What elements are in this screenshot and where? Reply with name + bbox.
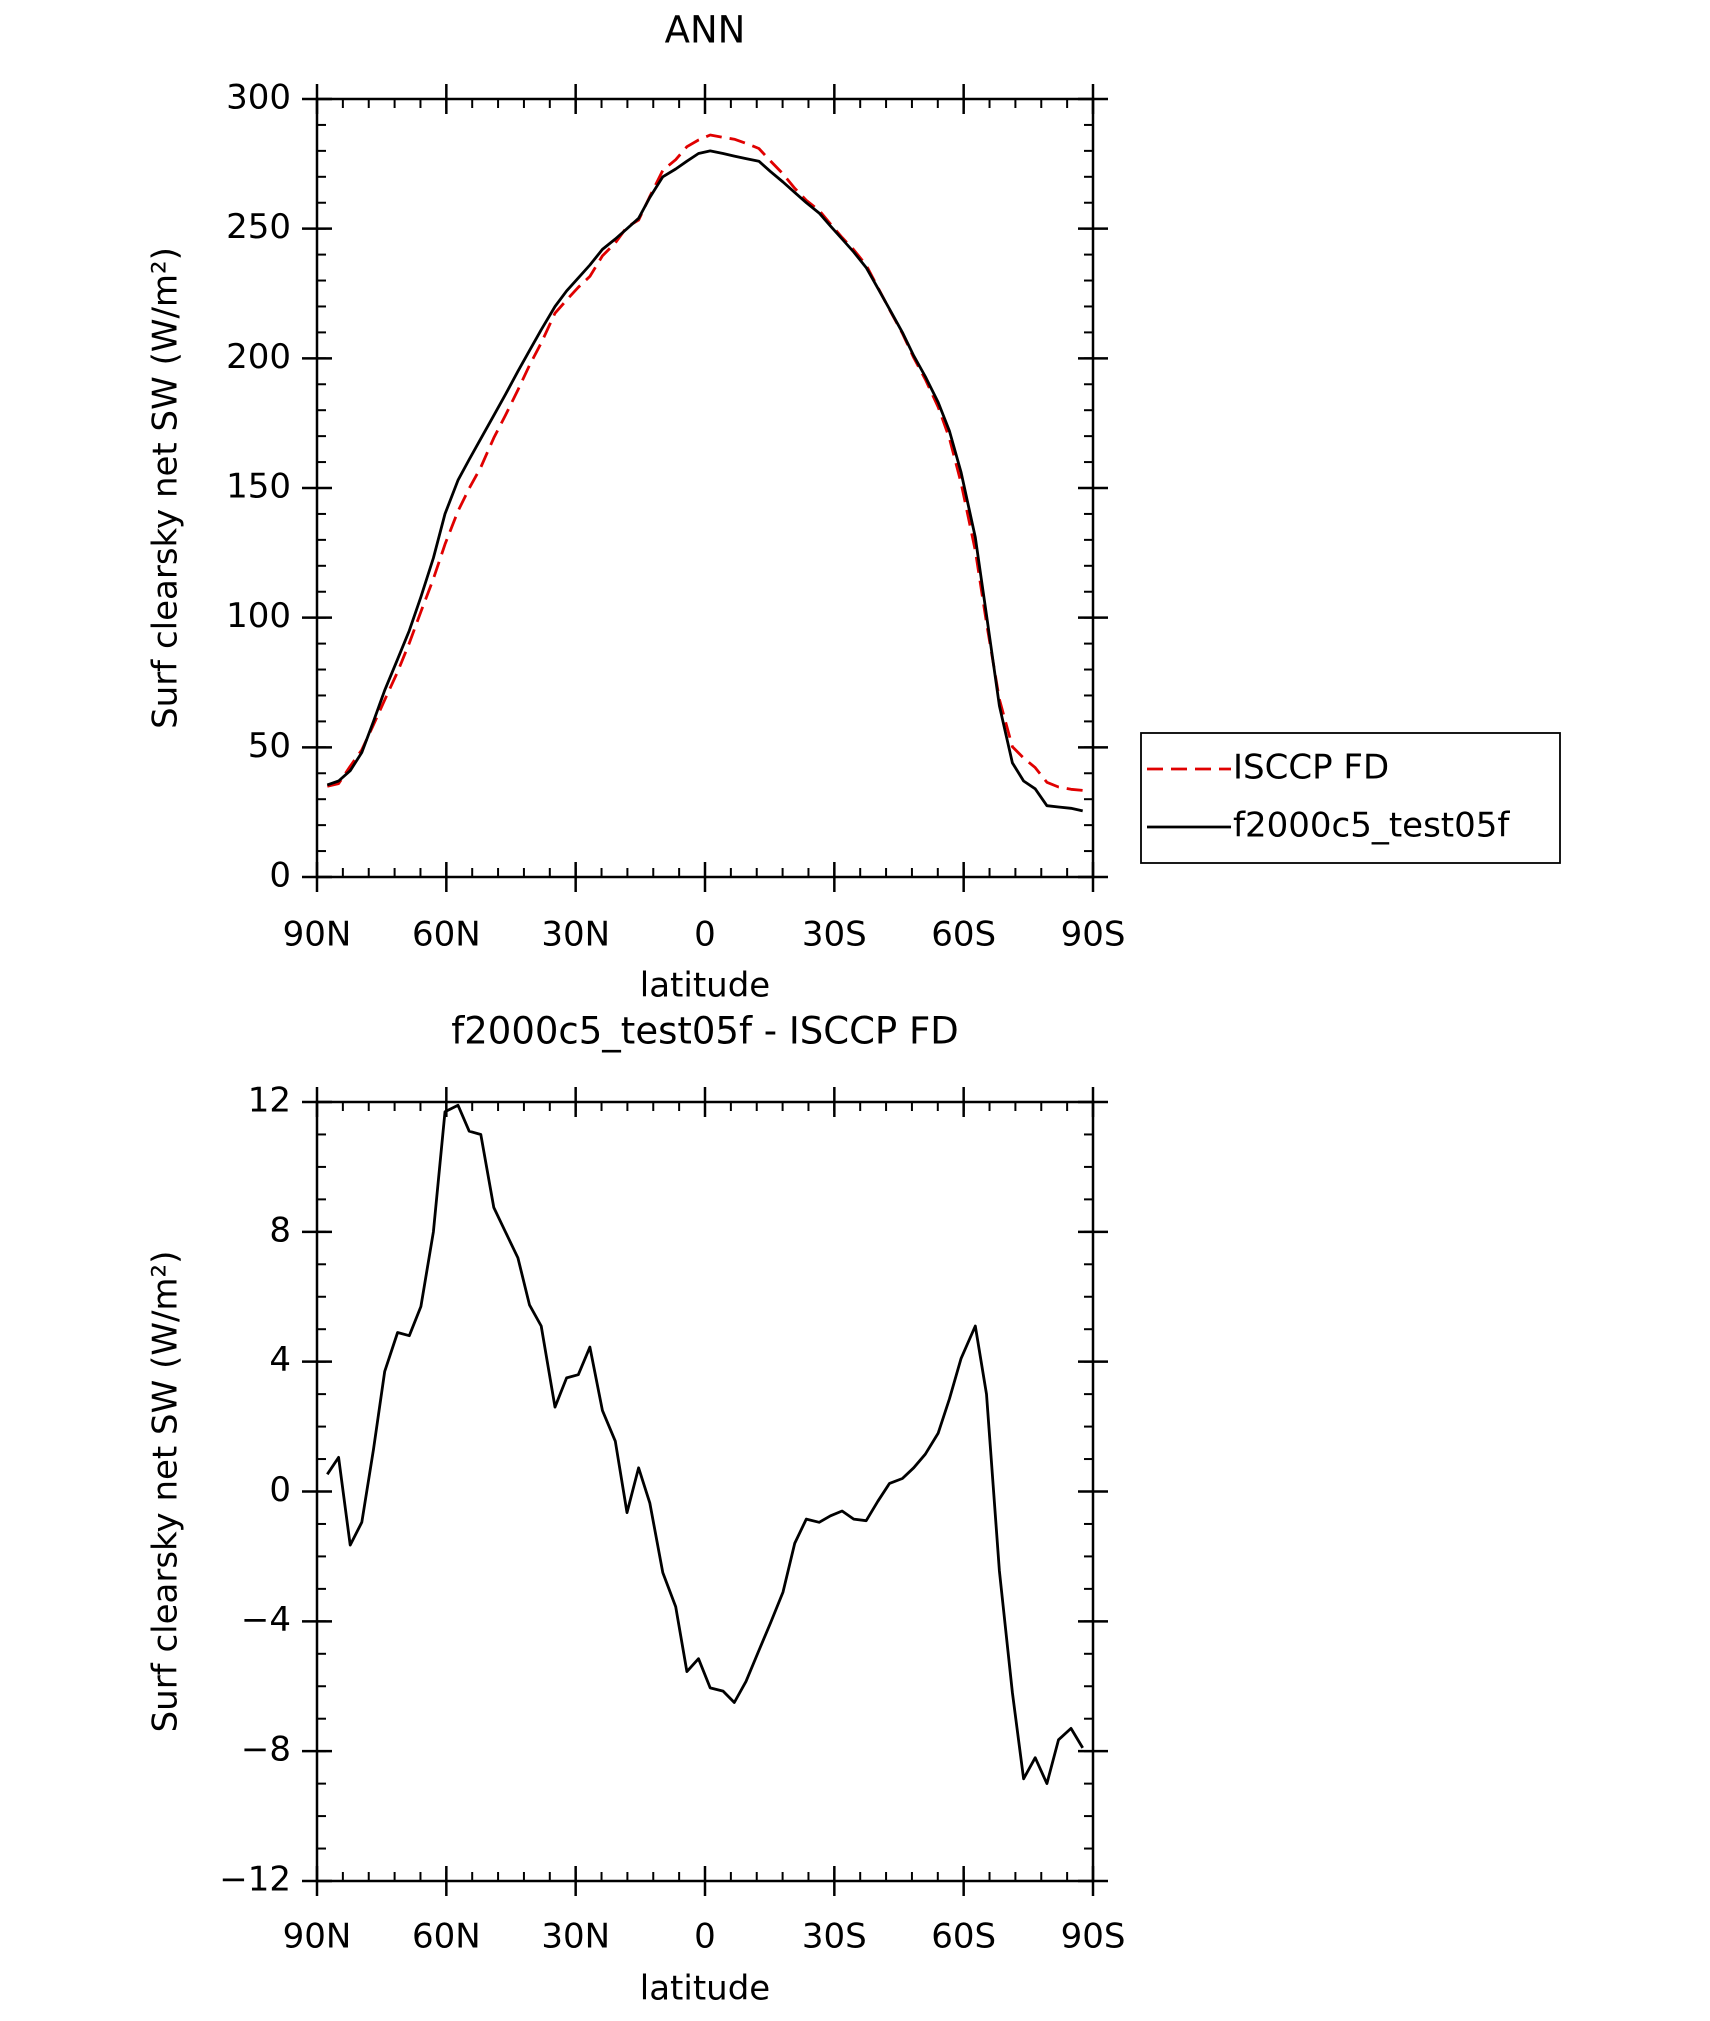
y-tick-label: 100: [226, 596, 291, 636]
x-tick-label: 30N: [541, 915, 610, 955]
plot-frame: [315, 1100, 1095, 1883]
y-tick-label: 8: [269, 1210, 291, 1250]
chart-title: ANN: [665, 9, 746, 52]
x-tick-label: 30S: [802, 1917, 867, 1957]
y-axis-label: Surf clearsky net SW (W/m²): [146, 1251, 186, 1733]
y-tick-label: −8: [241, 1730, 291, 1770]
chart-title: f2000c5_test05f - ISCCP FD: [451, 1010, 959, 1053]
x-tick-label: 60S: [931, 1917, 996, 1957]
legend-label: f2000c5_test05f: [1233, 806, 1510, 846]
x-axis-label: latitude: [640, 1969, 770, 2009]
data-line: [326, 149, 1084, 813]
x-tick-label: 30S: [802, 915, 867, 955]
y-axis-label: Surf clearsky net SW (W/m²): [146, 247, 186, 729]
legend-box: [1140, 732, 1561, 864]
y-tick-label: 0: [269, 856, 291, 896]
x-tick-label: 30N: [541, 1917, 610, 1957]
y-tick-label: 300: [226, 78, 291, 118]
y-tick-label: −12: [219, 1860, 291, 1900]
x-tick-label: 90N: [283, 1917, 352, 1957]
y-tick-label: 150: [226, 467, 291, 507]
x-tick-label: 60N: [412, 1917, 481, 1957]
y-tick-label: 4: [269, 1340, 291, 1380]
data-line: [326, 1103, 1084, 1785]
y-tick-label: 0: [269, 1470, 291, 1510]
x-tick-label: 90S: [1061, 915, 1126, 955]
y-tick-label: 250: [226, 207, 291, 247]
x-tick-label: 90N: [283, 915, 352, 955]
x-tick-label: 0: [694, 915, 716, 955]
data-line: [326, 133, 1083, 792]
y-tick-label: 12: [248, 1081, 291, 1121]
y-tick-label: 200: [226, 337, 291, 377]
x-tick-label: 60N: [412, 915, 481, 955]
x-axis-label: latitude: [640, 966, 770, 1006]
x-tick-label: 0: [694, 1917, 716, 1957]
x-tick-label: 60S: [931, 915, 996, 955]
plot-frame: [315, 97, 1095, 879]
y-tick-label: 50: [248, 726, 291, 766]
y-tick-label: −4: [241, 1600, 291, 1640]
legend-label: ISCCP FD: [1233, 748, 1389, 788]
x-tick-label: 90S: [1061, 1917, 1126, 1957]
